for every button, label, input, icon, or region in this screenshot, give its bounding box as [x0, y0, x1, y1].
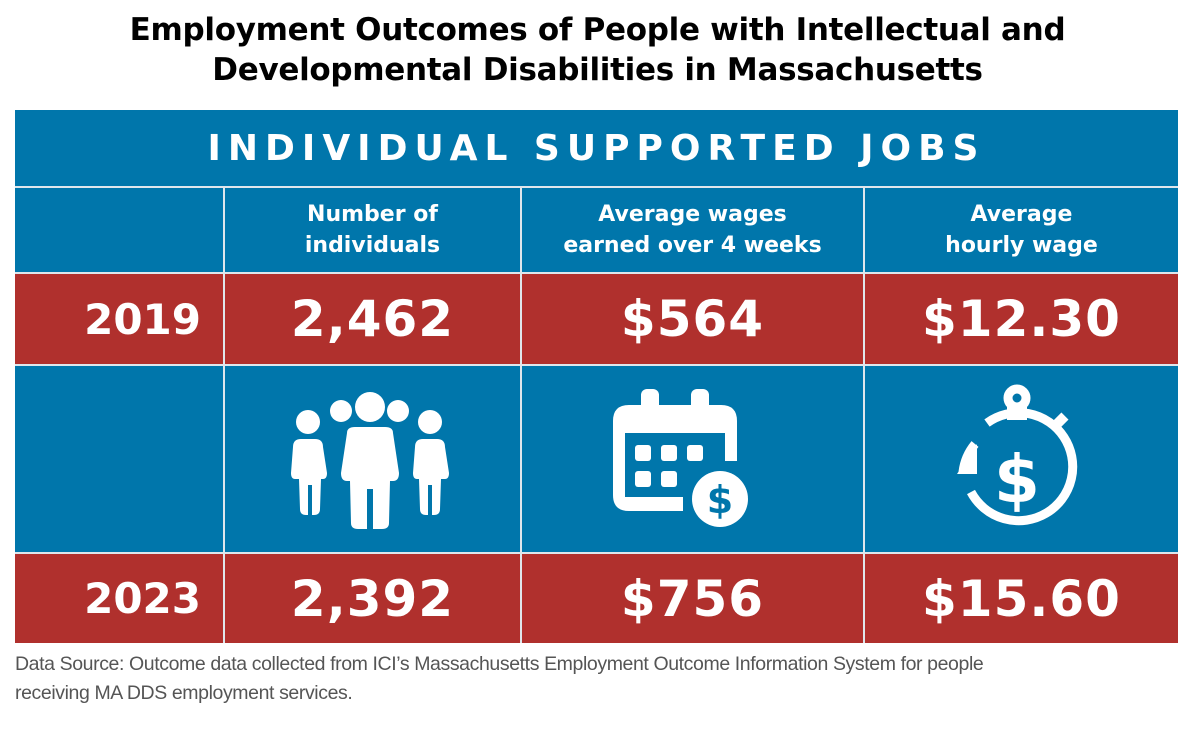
- wages-4-weeks-2023: $756: [522, 554, 863, 643]
- people-group-icon: [291, 392, 449, 529]
- table-banner: INDIVIDUAL SUPPORTED JOBS: [15, 110, 1178, 186]
- header-text: Average: [970, 202, 1073, 227]
- title-line-1: Employment Outcomes of People with Intel…: [129, 12, 1066, 48]
- svg-text:$: $: [706, 478, 732, 522]
- header-text: hourly wage: [945, 233, 1098, 258]
- header-average-hourly-wage: Average hourly wage: [865, 188, 1178, 272]
- individuals-2023: 2,392: [225, 554, 520, 643]
- people-icon-cell: [225, 366, 520, 552]
- hourly-wage-2023: $15.60: [865, 554, 1178, 643]
- header-text: earned over 4 weeks: [563, 233, 822, 258]
- page-title: Employment Outcomes of People with Intel…: [0, 10, 1195, 90]
- header-empty-cell: [15, 188, 223, 272]
- svg-text:$: $: [994, 441, 1040, 518]
- individuals-2019: 2,462: [225, 274, 520, 364]
- stopwatch-dollar-icon: $: [956, 384, 1077, 526]
- wages-4-weeks-2019: $564: [522, 274, 863, 364]
- title-line-2: Developmental Disabilities in Massachuse…: [212, 52, 983, 88]
- data-source-note: Data Source: Outcome data collected from…: [15, 650, 1180, 708]
- outcomes-table: INDIVIDUAL SUPPORTED JOBS Number of indiv…: [15, 110, 1178, 643]
- calendar-icon-cell: $: [522, 366, 863, 552]
- year-2023: 2023: [15, 554, 223, 643]
- header-text: Number of: [307, 202, 438, 227]
- header-text: individuals: [304, 233, 441, 258]
- source-line-1: Data Source: Outcome data collected from…: [15, 653, 984, 675]
- calendar-dollar-icon: $: [612, 389, 748, 527]
- stopwatch-icon-cell: $: [865, 366, 1178, 552]
- hourly-wage-2019: $12.30: [865, 274, 1178, 364]
- header-average-wages-4-weeks: Average wages earned over 4 weeks: [522, 188, 863, 272]
- source-line-2: receiving MA DDS employment services.: [15, 682, 353, 704]
- year-2019: 2019: [15, 274, 223, 364]
- header-text: Average wages: [598, 202, 787, 227]
- header-number-of-individuals: Number of individuals: [225, 188, 520, 272]
- icon-row-empty-cell: [15, 366, 223, 552]
